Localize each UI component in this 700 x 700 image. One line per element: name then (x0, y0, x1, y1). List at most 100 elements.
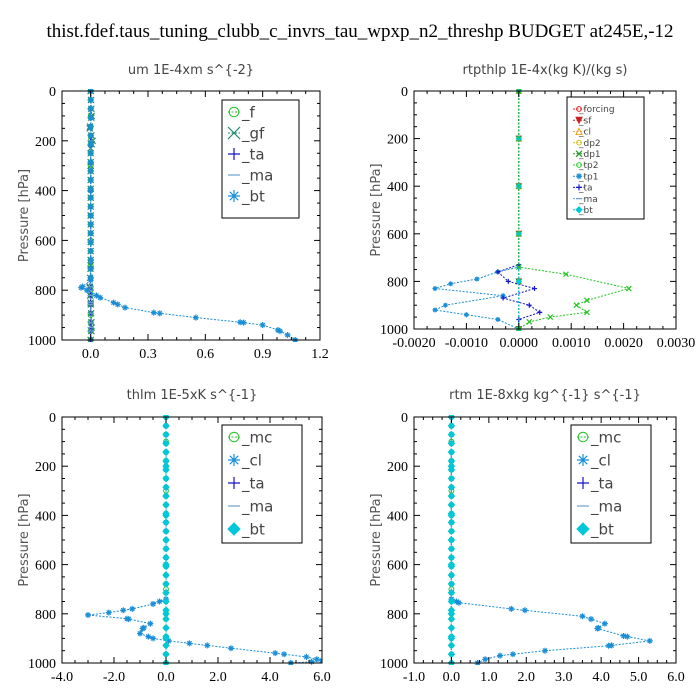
legend-label: _ma (590, 497, 622, 516)
data-point (162, 545, 170, 553)
data-point (526, 302, 532, 308)
data-point (162, 518, 170, 527)
y-tick-label: 200 (387, 460, 408, 475)
data-point (313, 656, 320, 663)
legend-marker-cl-icon (577, 454, 589, 466)
chart-title: rtm 1E-8xkg kg^{-1} s^{-1} (449, 388, 641, 403)
data-point (432, 286, 438, 292)
data-point (150, 309, 157, 316)
data-point (447, 422, 456, 430)
x-tick-label: 4.0 (261, 670, 279, 685)
data-point (521, 607, 528, 614)
x-tick-label: 2.0 (209, 670, 227, 685)
data-point (447, 439, 456, 448)
data-point (87, 239, 94, 246)
legend-marker-mc-icon (577, 431, 589, 443)
data-point (272, 650, 279, 657)
legend-label: _tp1 (578, 172, 598, 182)
data-point (587, 616, 594, 623)
y-tick-label: 0 (49, 411, 56, 426)
series-line-tp1 (433, 91, 520, 330)
data-point (162, 457, 170, 465)
data-point (145, 633, 152, 640)
data-point (447, 483, 456, 491)
legend-marker-mc-icon (228, 431, 240, 443)
data-point (237, 319, 244, 326)
data-point (125, 616, 132, 623)
x-tick-label: -2.0 (103, 670, 125, 685)
data-point (87, 114, 94, 121)
legend-marker-ta-icon (577, 477, 589, 489)
data-point (156, 310, 163, 317)
legend-label: _gf (241, 124, 265, 143)
x-tick-label: 3.0 (555, 670, 573, 685)
data-point (156, 598, 163, 605)
legend-label: _forcing (578, 105, 615, 115)
x-tick-label: 0.9 (254, 347, 272, 362)
data-point (85, 612, 91, 619)
data-point (447, 474, 456, 483)
x-tick-label: -0.0010 (445, 336, 488, 351)
data-point (515, 264, 522, 271)
y-tick-label: 800 (35, 608, 56, 623)
legend-label: _ta (241, 145, 265, 164)
data-point (259, 322, 266, 329)
data-point (87, 185, 94, 192)
data-point (447, 562, 456, 571)
data-point (515, 278, 523, 285)
chart-title: um 1E-4xm s^{-2} (128, 63, 254, 78)
x-tick-label: 2.0 (518, 670, 536, 685)
data-point (87, 159, 94, 166)
data-point (79, 283, 86, 290)
y-tick-label: 200 (35, 460, 56, 475)
data-point (497, 652, 504, 659)
data-point (150, 600, 156, 607)
data-point (87, 212, 94, 219)
y-tick-label: 1000 (28, 657, 56, 672)
data-point (447, 615, 456, 623)
data-point (447, 641, 456, 650)
data-point (162, 422, 170, 430)
data-point (162, 632, 170, 641)
data-point (447, 632, 456, 641)
y-tick-label: 400 (35, 185, 56, 200)
data-point (495, 316, 501, 322)
data-point (447, 457, 456, 465)
series-line-cl (450, 417, 650, 664)
data-point (162, 501, 170, 509)
data-point (129, 605, 136, 612)
data-point (162, 439, 170, 448)
x-tick-label: 0.0000 (500, 336, 539, 351)
data-point (162, 641, 170, 650)
data-point (308, 658, 315, 665)
legend-marker-gf-icon (227, 126, 241, 140)
data-point (87, 176, 94, 183)
data-point (455, 599, 462, 606)
x-tick-label: 0.0030 (657, 336, 696, 351)
legend-label: _bt (241, 187, 265, 206)
data-point (162, 571, 170, 579)
series-line-ta (496, 91, 541, 329)
data-point (447, 589, 456, 597)
data-point (162, 474, 170, 483)
y-tick-label: 400 (387, 180, 408, 195)
legend-label: _ma (241, 166, 273, 185)
data-point (463, 312, 469, 318)
data-point (447, 553, 456, 562)
y-tick-label: 1000 (380, 323, 408, 338)
data-point (447, 536, 456, 544)
data-point (447, 624, 456, 632)
y-tick-label: 600 (35, 234, 56, 249)
x-tick-label: 6.0 (313, 670, 331, 685)
legend-box (570, 424, 652, 544)
legend-label: _mc (241, 428, 272, 447)
data-point (447, 509, 456, 518)
data-point (162, 483, 170, 491)
legend-label: _sf (578, 116, 592, 126)
data-point (563, 271, 569, 278)
x-tick-label: -4.0 (51, 670, 73, 685)
data-point (87, 230, 94, 237)
data-point (162, 597, 170, 606)
data-point (447, 430, 456, 439)
data-point (162, 466, 170, 474)
